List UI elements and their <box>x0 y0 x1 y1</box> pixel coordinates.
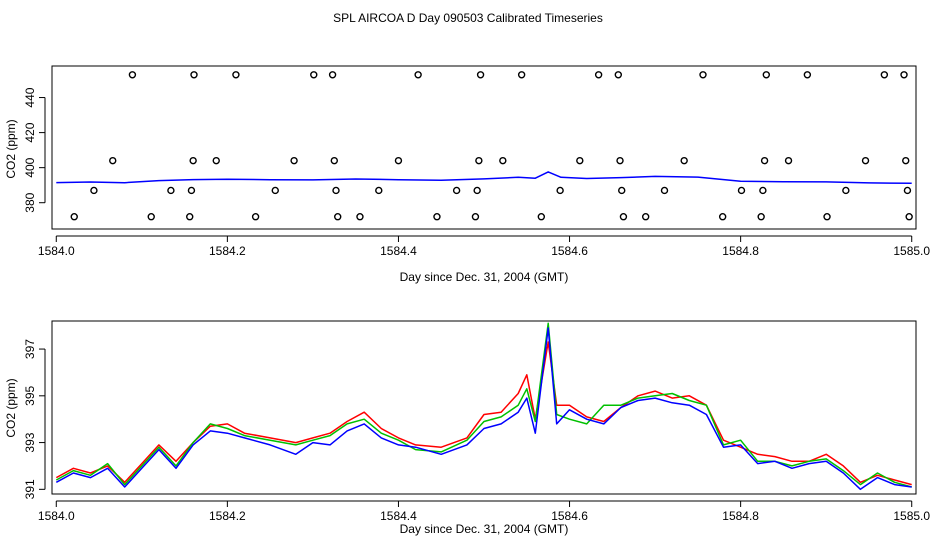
top-cal-point <box>619 213 628 221</box>
top-cal-point <box>905 213 913 221</box>
top-cal-point <box>147 213 155 221</box>
top-cal-point <box>823 213 831 221</box>
top-cal-point <box>757 213 765 221</box>
top-cal-point <box>576 156 584 165</box>
top-cal-point <box>759 186 767 195</box>
top-cal-point <box>356 213 364 221</box>
top-cal-point <box>556 186 564 195</box>
top-x-tick-label: 1584.0 <box>38 244 75 258</box>
top-cal-point <box>334 213 342 221</box>
top-cal-point <box>594 71 603 79</box>
top-cal-point <box>616 156 624 165</box>
top-cal-point <box>902 156 910 165</box>
top-cal-point <box>842 186 850 195</box>
top-cal-point <box>618 186 626 195</box>
bottom-series-line-blue <box>55 327 912 491</box>
top-cal-point <box>375 186 383 195</box>
top-cal-point <box>737 186 746 195</box>
top-cal-point <box>433 213 441 221</box>
top-cal-point <box>537 213 546 221</box>
bottom-x-axis: 1584.0 1584.2 1584.4 1584.6 1584.8 1585.0 <box>38 500 930 523</box>
top-cal-point <box>251 213 260 221</box>
top-cal-point <box>90 186 98 195</box>
top-cal-point <box>699 71 707 79</box>
top-cal-point <box>762 71 770 79</box>
top-cal-point <box>680 156 688 165</box>
top-cal-point <box>330 156 338 165</box>
top-cal-point <box>328 71 337 79</box>
top-plot-data <box>56 71 913 221</box>
top-cal-point <box>499 156 507 165</box>
top-cal-point <box>517 71 526 79</box>
bottom-y-tick-label: 393 <box>23 432 37 452</box>
top-cal-point <box>190 71 198 79</box>
top-cal-point <box>310 71 318 79</box>
top-cal-point <box>186 213 194 221</box>
chart-title: SPL AIRCOA D Day 090503 Calibrated Times… <box>333 11 603 25</box>
top-cal-point <box>614 71 623 79</box>
top-x-tick-label: 1585.0 <box>893 244 930 258</box>
top-x-tick-label: 1584.2 <box>209 244 246 258</box>
top-cal-point <box>109 156 117 165</box>
top-cal-point <box>167 186 175 195</box>
top-cal-point <box>414 71 422 79</box>
top-cal-point <box>475 156 483 165</box>
bottom-y-tick-label: 391 <box>23 479 37 499</box>
top-cal-point <box>660 186 669 195</box>
top-cal-point <box>760 156 769 165</box>
top-panel: 1584.0 1584.2 1584.4 1584.6 1584.8 1585.0 380… <box>4 65 930 284</box>
top-cal-point <box>784 156 793 165</box>
top-cal-point <box>471 213 480 221</box>
bottom-panel: 1584.0 1584.2 1584.4 1584.6 1584.8 1585.0 391… <box>4 320 930 536</box>
top-cal-point <box>212 156 220 165</box>
bottom-y-tick-label: 397 <box>23 339 37 359</box>
bottom-x-tick-label: 1584.4 <box>380 509 417 523</box>
bottom-y-tick-label: 395 <box>23 385 37 405</box>
top-y-tick-label: 380 <box>23 192 37 212</box>
bottom-plot-data <box>55 322 912 491</box>
top-y-tick-label: 420 <box>23 122 37 142</box>
bottom-x-tick-label: 1584.2 <box>209 509 246 523</box>
top-cal-point <box>332 186 340 195</box>
top-cal-point <box>861 156 870 165</box>
top-x-tick-label: 1584.6 <box>551 244 588 258</box>
bottom-x-tick-label: 1584.0 <box>38 509 75 523</box>
top-y-tick-label: 440 <box>23 87 37 107</box>
top-y-tick-label: 400 <box>23 157 37 177</box>
top-x-axis: 1584.0 1584.2 1584.4 1584.6 1584.8 1585.0 <box>38 235 930 258</box>
top-y-axis-label: CO2 (ppm) <box>4 119 18 178</box>
top-x-tick-label: 1584.4 <box>380 244 417 258</box>
top-cal-point <box>271 186 279 195</box>
top-cal-point <box>880 71 889 79</box>
top-cal-point <box>394 156 403 165</box>
top-cal-point <box>641 213 650 221</box>
top-cal-point <box>473 186 481 195</box>
bottom-y-axis-label: CO2 (ppm) <box>4 378 18 437</box>
top-cal-point <box>187 186 196 195</box>
top-cal-point <box>903 186 912 195</box>
bottom-x-tick-label: 1585.0 <box>893 509 930 523</box>
top-cal-point <box>803 71 812 79</box>
bottom-x-tick-label: 1584.8 <box>722 509 759 523</box>
top-cal-point <box>452 186 461 195</box>
top-x-tick-label: 1584.8 <box>722 244 759 258</box>
top-cal-point <box>476 71 485 79</box>
top-y-axis: 380 400 420 440 <box>23 87 46 213</box>
top-plot-frame <box>51 65 917 230</box>
top-cal-point <box>900 71 908 79</box>
top-cal-point <box>70 213 78 221</box>
bottom-series-line-green <box>55 322 912 488</box>
bottom-x-tick-label: 1584.6 <box>551 509 588 523</box>
bottom-plot-frame <box>51 320 917 495</box>
bottom-y-axis: 391 393 395 397 <box>23 339 46 499</box>
top-cal-point <box>232 71 240 79</box>
top-cal-point <box>128 71 137 79</box>
top-cal-point <box>290 156 298 165</box>
top-x-axis-label: Day since Dec. 31, 2004 (GMT) <box>400 270 569 284</box>
top-cal-point <box>189 156 197 165</box>
top-cal-point <box>718 213 727 221</box>
top-series-line-blue <box>56 171 912 185</box>
bottom-x-axis-label: Day since Dec. 31, 2004 (GMT) <box>400 522 569 536</box>
